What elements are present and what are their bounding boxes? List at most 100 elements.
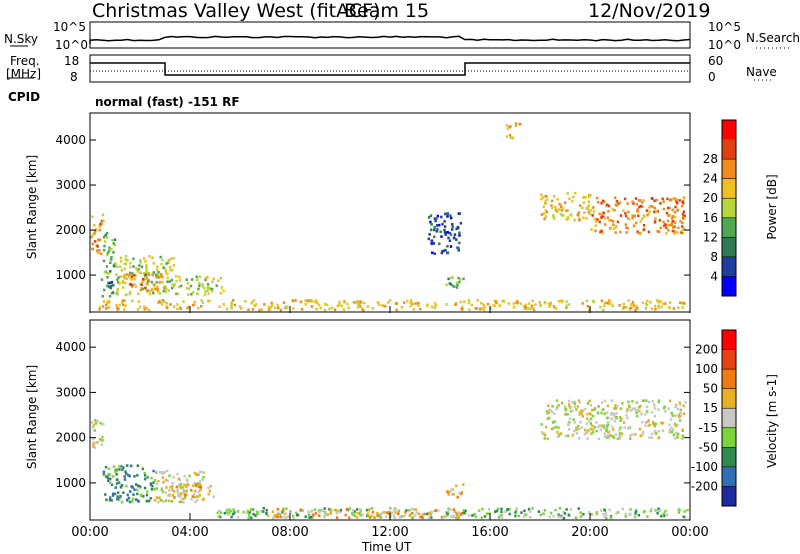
- data-cell: [310, 515, 313, 519]
- data-cell: [674, 205, 677, 209]
- data-cell: [230, 304, 233, 308]
- data-cell: [649, 300, 652, 304]
- colorbar-cell: [722, 369, 736, 389]
- data-cell: [581, 415, 584, 418]
- data-cell: [514, 511, 517, 514]
- data-cell: [631, 399, 634, 403]
- data-cell: [150, 487, 154, 491]
- data-cell: [167, 289, 170, 292]
- data-cell: [557, 208, 561, 211]
- data-cell: [123, 308, 126, 311]
- data-cell: [111, 239, 114, 242]
- data-cell: [686, 508, 689, 512]
- colorbar-cell: [722, 447, 736, 467]
- data-cell: [442, 249, 445, 253]
- data-cell: [487, 508, 491, 511]
- data-cell: [444, 212, 447, 216]
- data-cell: [395, 308, 398, 312]
- data-cell: [642, 214, 646, 217]
- data-cell: [277, 514, 281, 517]
- data-cell: [648, 423, 651, 427]
- data-cell: [614, 225, 617, 229]
- data-cell: [668, 428, 672, 432]
- data-cell: [516, 300, 519, 303]
- data-cell: [629, 508, 632, 511]
- data-cell: [151, 273, 154, 277]
- data-cell: [657, 408, 660, 412]
- data-cell: [114, 262, 117, 265]
- data-cell: [285, 507, 288, 511]
- data-cell: [544, 200, 547, 203]
- data-cell: [144, 286, 147, 290]
- data-cell: [483, 305, 486, 309]
- data-cell: [483, 515, 487, 518]
- data-cell: [277, 306, 280, 310]
- data-cell: [436, 224, 439, 227]
- data-cell: [516, 301, 519, 305]
- data-cell: [639, 199, 642, 202]
- data-cell: [443, 228, 446, 232]
- data-cell: [524, 305, 527, 308]
- data-cell: [580, 412, 583, 416]
- nsky-label: N.Sky: [4, 32, 39, 46]
- data-cell: [614, 196, 617, 200]
- x-tick-label: 08:00: [271, 525, 308, 540]
- data-cell: [676, 423, 679, 427]
- data-cell: [368, 516, 372, 519]
- data-cell: [500, 510, 503, 514]
- data-cell: [121, 303, 125, 306]
- data-cell: [315, 299, 318, 302]
- data-cell: [183, 484, 186, 487]
- data-cell: [650, 432, 654, 436]
- data-cell: [650, 196, 654, 200]
- data-cell: [193, 495, 196, 499]
- colorbar-cell: [722, 427, 736, 448]
- data-cell: [128, 500, 132, 504]
- data-cell: [587, 511, 590, 514]
- data-cell: [104, 233, 107, 237]
- data-cell: [573, 421, 576, 424]
- data-cell: [166, 479, 169, 483]
- data-cell: [679, 415, 683, 418]
- data-cell: [338, 303, 341, 306]
- data-cell: [650, 507, 653, 511]
- data-cell: [540, 193, 543, 197]
- data-cell: [130, 500, 134, 503]
- data-cell: [567, 513, 570, 517]
- data-cell: [634, 409, 638, 413]
- data-cell: [201, 470, 204, 474]
- data-cell: [100, 278, 104, 281]
- data-cell: [540, 213, 544, 216]
- data-cell: [150, 289, 153, 292]
- data-cell: [482, 308, 485, 312]
- data-cell: [197, 473, 200, 476]
- panel-frame: [89, 319, 691, 521]
- data-cell: [580, 426, 584, 429]
- data-cell: [229, 509, 232, 513]
- colorbar-tick-label: 200: [695, 343, 718, 357]
- data-cell: [373, 516, 376, 519]
- data-cell: [108, 473, 111, 477]
- data-cell: [156, 273, 160, 276]
- data-cell: [371, 510, 375, 514]
- data-cell: [458, 241, 461, 245]
- data-cell: [164, 491, 168, 495]
- data-cell: [583, 196, 586, 199]
- data-cell: [393, 508, 396, 511]
- nave-tick-low: 0: [708, 70, 716, 84]
- data-cell: [105, 498, 108, 502]
- data-cell: [457, 511, 461, 514]
- data-cell: [514, 124, 517, 128]
- data-cell: [545, 425, 548, 429]
- data-cell: [222, 303, 225, 306]
- colorbar-cell: [722, 256, 736, 277]
- data-cell: [576, 405, 579, 408]
- data-cell: [447, 493, 450, 496]
- data-cell: [550, 410, 554, 413]
- data-cell: [547, 404, 550, 407]
- data-cell: [494, 510, 497, 513]
- data-cell: [177, 285, 181, 289]
- data-cell: [645, 399, 648, 402]
- data-cell: [577, 424, 580, 428]
- data-cell: [678, 419, 682, 422]
